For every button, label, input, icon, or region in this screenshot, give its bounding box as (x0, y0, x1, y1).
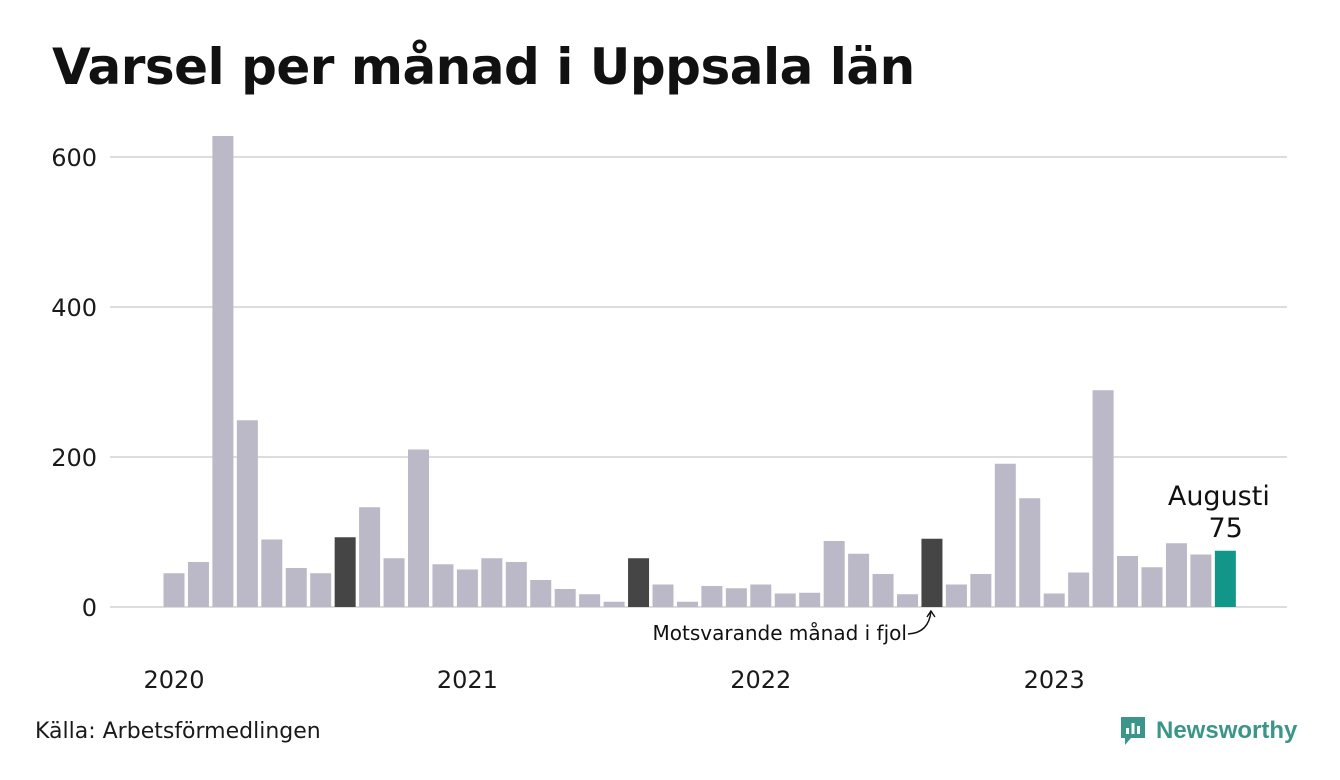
bar-2020-07 (310, 573, 332, 607)
bar-2023-02 (1068, 572, 1090, 607)
last-year-note: Motsvarande månad i fjol (653, 621, 907, 645)
bar-2021-05 (554, 589, 576, 607)
bar-2020-10 (383, 558, 405, 607)
bar-2023-06 (1165, 543, 1187, 607)
bar-2021-07 (603, 601, 625, 607)
bar-2022-05 (848, 553, 870, 607)
page-title: Varsel per månad i Uppsala län (52, 38, 915, 96)
bar-2020-01 (163, 573, 185, 607)
annotations: Augusti 75 Motsvarande månad i fjol (653, 481, 1270, 645)
x-axis-year-labels: 2020 2021 2022 2023 (143, 666, 1084, 694)
bar-2022-02 (774, 593, 796, 607)
bar-2021-09 (652, 584, 674, 607)
y-tick-label: 0 (82, 594, 97, 622)
bar-2022-03 (799, 592, 821, 607)
bar-2020-09 (359, 507, 381, 607)
newsworthy-logo-icon (1121, 717, 1145, 745)
bar-2021-06 (579, 594, 601, 607)
current-value-label: 75 (1208, 513, 1242, 544)
bar-2021-03 (505, 562, 527, 607)
bar-2020-06 (285, 568, 307, 607)
bar-2022-11 (994, 463, 1016, 607)
bar-2020-04 (236, 420, 258, 607)
bar-2023-03 (1092, 390, 1114, 607)
bar-chart: 0 200 400 600 2020 2021 2022 2023 Augusti 75 M… (51, 136, 1287, 694)
bar-2020-02 (187, 562, 209, 607)
y-tick-label: 200 (51, 444, 97, 472)
bar-2023-05 (1141, 567, 1163, 607)
bar-2021-12 (725, 588, 747, 607)
bar-2022-09 (945, 584, 967, 607)
x-tick-label: 2022 (730, 666, 791, 694)
bar-2022-07 (897, 594, 918, 607)
source-note: Källa: Arbetsförmedlingen (35, 719, 321, 744)
bar-2022-08 (921, 538, 943, 607)
bar-2020-03 (212, 136, 234, 607)
bar-2021-04 (530, 580, 552, 607)
bar-2022-04 (823, 541, 845, 607)
bar-2021-08 (628, 558, 650, 607)
bar-2023-01 (1043, 593, 1065, 607)
brand-name: Newsworthy (1156, 717, 1298, 744)
bar-2022-01 (750, 584, 772, 607)
bars (163, 136, 1236, 607)
current-month-label: Augusti (1168, 481, 1270, 512)
bar-2020-08 (334, 537, 356, 607)
y-tick-label: 600 (51, 144, 97, 172)
bar-2021-11 (701, 586, 723, 607)
x-tick-label: 2021 (437, 666, 498, 694)
x-tick-label: 2023 (1024, 666, 1085, 694)
bar-2021-01 (456, 569, 478, 607)
bar-2023-04 (1117, 556, 1139, 607)
bar-2021-02 (481, 558, 503, 607)
y-tick-label: 400 (51, 294, 97, 322)
x-tick-label: 2020 (143, 666, 204, 694)
bar-2022-06 (872, 574, 894, 607)
bar-2020-05 (261, 539, 283, 607)
last-year-arrow (907, 609, 936, 635)
y-axis-tick-labels: 0 200 400 600 (51, 144, 97, 622)
bar-2021-10 (676, 601, 698, 607)
bar-2022-12 (1019, 498, 1041, 607)
bar-2023-08 (1214, 550, 1236, 607)
bar-2020-12 (432, 564, 454, 607)
bar-2023-07 (1190, 554, 1212, 607)
bar-2022-10 (970, 574, 992, 607)
bar-2020-11 (408, 449, 429, 607)
newsworthy-logo[interactable]: Newsworthy (1118, 714, 1297, 748)
